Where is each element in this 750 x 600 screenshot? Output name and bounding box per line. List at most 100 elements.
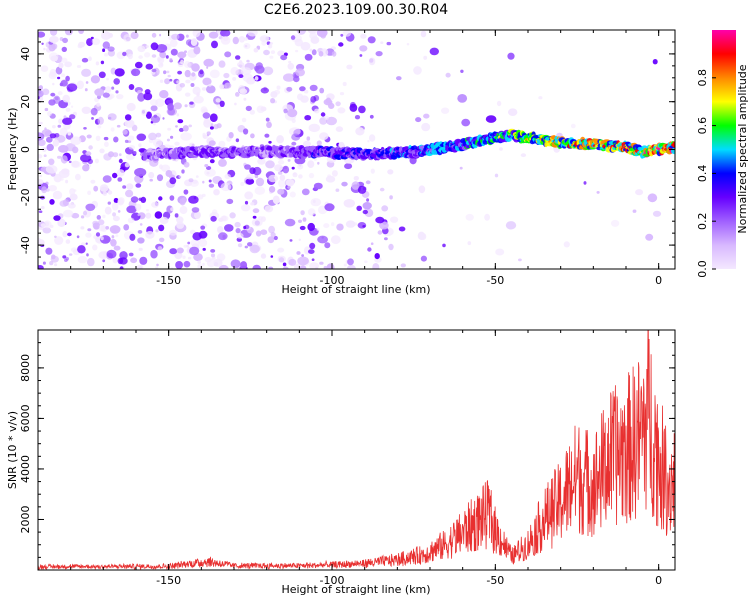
spectrogram-noise-blob bbox=[301, 254, 304, 257]
spectrogram-noise-blob bbox=[635, 189, 644, 196]
spectrogram-noise-blob bbox=[43, 154, 47, 157]
spectrogram-noise-blob bbox=[82, 210, 88, 216]
spectrogram-noise-blob bbox=[270, 255, 274, 258]
spectrogram-noise-blob bbox=[58, 62, 64, 69]
spectrogram-noise-blob bbox=[77, 245, 86, 254]
spectrogram-noise-blob bbox=[389, 195, 393, 200]
spectrogram-noise-blob bbox=[133, 151, 137, 155]
spectrogram-noise-blob bbox=[115, 90, 119, 94]
spectrogram-noise-blob bbox=[155, 98, 165, 107]
spectrogram-noise-blob bbox=[125, 153, 135, 161]
spectrogram-noise-blob bbox=[107, 190, 113, 195]
spectrogram-noise-blob bbox=[40, 65, 49, 72]
spectrogram-noise-blob bbox=[148, 132, 157, 141]
spectrogram-noise-blob bbox=[278, 179, 286, 188]
spectrogram-noise-blob bbox=[249, 244, 260, 254]
spectrogram-noise-blob bbox=[183, 189, 189, 195]
spectrogram-noise-blob bbox=[39, 174, 43, 178]
spectrogram-noise-blob bbox=[145, 231, 155, 239]
spectrogram-noise-blob bbox=[295, 49, 299, 53]
spectrogram-noise-blob bbox=[193, 95, 204, 104]
spectrogram-noise-blob bbox=[76, 65, 82, 68]
spectrogram-noise-blob bbox=[38, 132, 45, 141]
spectrogram-noise-blob bbox=[343, 263, 347, 267]
spectrogram-noise-blob bbox=[647, 193, 658, 203]
spectrogram-noise-blob bbox=[218, 264, 229, 269]
spectrogram-noise-blob bbox=[238, 36, 245, 43]
spectrogram-noise-blob bbox=[359, 45, 368, 52]
spectrogram-noise-blob bbox=[67, 232, 72, 237]
spectrogram-noise-blob bbox=[138, 143, 142, 148]
spectrogram-noise-blob bbox=[240, 67, 252, 75]
spectrogram-noise-blob bbox=[319, 261, 324, 265]
spectrogram-noise-blob bbox=[159, 79, 164, 84]
spectrogram-noise-blob bbox=[246, 59, 250, 63]
spectrogram-noise-blob bbox=[291, 141, 297, 146]
spectrogram-noise-blob bbox=[270, 232, 276, 238]
spectrogram-noise-blob bbox=[38, 265, 44, 269]
spectrogram-noise-blob bbox=[85, 151, 92, 156]
spectrogram-noise-blob bbox=[301, 188, 310, 196]
spectrogram-noise-blob bbox=[295, 68, 305, 77]
spectrogram-noise-blob bbox=[104, 141, 109, 147]
spectrogram-noise-blob bbox=[148, 171, 155, 179]
spectrogram-noise-blob bbox=[188, 178, 194, 183]
spectrogram-noise-blob bbox=[298, 219, 302, 223]
spectrogram-noise-blob bbox=[41, 206, 45, 210]
spectrogram-noise-blob bbox=[302, 217, 307, 222]
spectrogram-noise-blob bbox=[68, 160, 72, 164]
spectrogram-noise-blob bbox=[166, 70, 170, 74]
spectrogram-noise-blob bbox=[109, 225, 121, 234]
spectrogram-noise-blob bbox=[372, 263, 380, 269]
spectrogram-noise-blob bbox=[244, 37, 249, 41]
spectrogram-noise-blob bbox=[283, 108, 288, 114]
spectrogram-noise-blob bbox=[173, 102, 182, 110]
spectrogram-noise-blob bbox=[165, 55, 169, 59]
spectrogram-noise-blob bbox=[167, 127, 172, 131]
colorbar: 0.0 0.2 0.4 0.6 0.8 Normalized spectral ampl… bbox=[696, 30, 749, 278]
spectrogram-noise-blob bbox=[325, 97, 331, 104]
spectrogram-noise-blob bbox=[54, 263, 58, 267]
spectrogram-noise-blob bbox=[112, 257, 118, 264]
spectrogram-noise-blob bbox=[304, 89, 309, 94]
spectrogram-noise-blob bbox=[240, 182, 245, 186]
spectrogram-noise-blob bbox=[230, 67, 239, 76]
spectrogram-noise-blob bbox=[312, 199, 316, 204]
spectrogram-noise-blob bbox=[65, 75, 70, 82]
spectrogram-noise-blob bbox=[145, 212, 152, 219]
spectrogram-noise-blob bbox=[330, 235, 341, 245]
spectrogram-noise-blob bbox=[96, 102, 101, 107]
spectrogram-noise-blob bbox=[98, 219, 105, 226]
spectrogram-noise-blob bbox=[119, 266, 124, 269]
spectrogram-noise-blob bbox=[149, 99, 158, 106]
spectrogram-noise-blob bbox=[192, 30, 201, 38]
spectrogram-noise-blob bbox=[250, 133, 255, 139]
spectrogram-noise-blob bbox=[123, 34, 132, 43]
spectrogram-noise-blob bbox=[137, 92, 146, 102]
spectrogram-noise-blob bbox=[288, 60, 292, 64]
spectrogram-noise-blob bbox=[179, 206, 188, 214]
spectrogram-noise-blob bbox=[429, 47, 439, 56]
spectrogram-noise-blob bbox=[158, 196, 163, 201]
spectrogram-noise-blob bbox=[115, 234, 119, 238]
spectrogram-noise-blob bbox=[396, 76, 402, 81]
spectrogram-noise-blob bbox=[236, 232, 244, 239]
spectrogram-noise-blob bbox=[61, 46, 67, 53]
spectrogram-noise-blob bbox=[249, 109, 255, 115]
spectrogram-noise-blob bbox=[177, 119, 184, 124]
spectrogram-noise-blob bbox=[217, 226, 224, 234]
spectrogram-noise-blob bbox=[162, 117, 165, 120]
y-tick-label: 40 bbox=[19, 47, 32, 61]
spectrogram-noise-blob bbox=[187, 241, 191, 245]
spectrogram-noise-blob bbox=[176, 80, 180, 84]
spectrogram-noise-blob bbox=[287, 108, 298, 118]
spectrogram-noise-blob bbox=[38, 239, 45, 246]
spectrogram-noise-blob bbox=[136, 133, 147, 141]
spectrogram-noise-blob bbox=[377, 230, 383, 235]
spectrogram-noise-blob bbox=[208, 179, 212, 183]
spectrogram-noise-blob bbox=[156, 44, 168, 53]
spectrogram-noise-blob bbox=[144, 52, 151, 58]
spectrogram-noise-blob bbox=[358, 105, 366, 114]
spectrogram-noise-blob bbox=[48, 185, 57, 192]
spectrogram-noise-blob bbox=[215, 98, 221, 103]
